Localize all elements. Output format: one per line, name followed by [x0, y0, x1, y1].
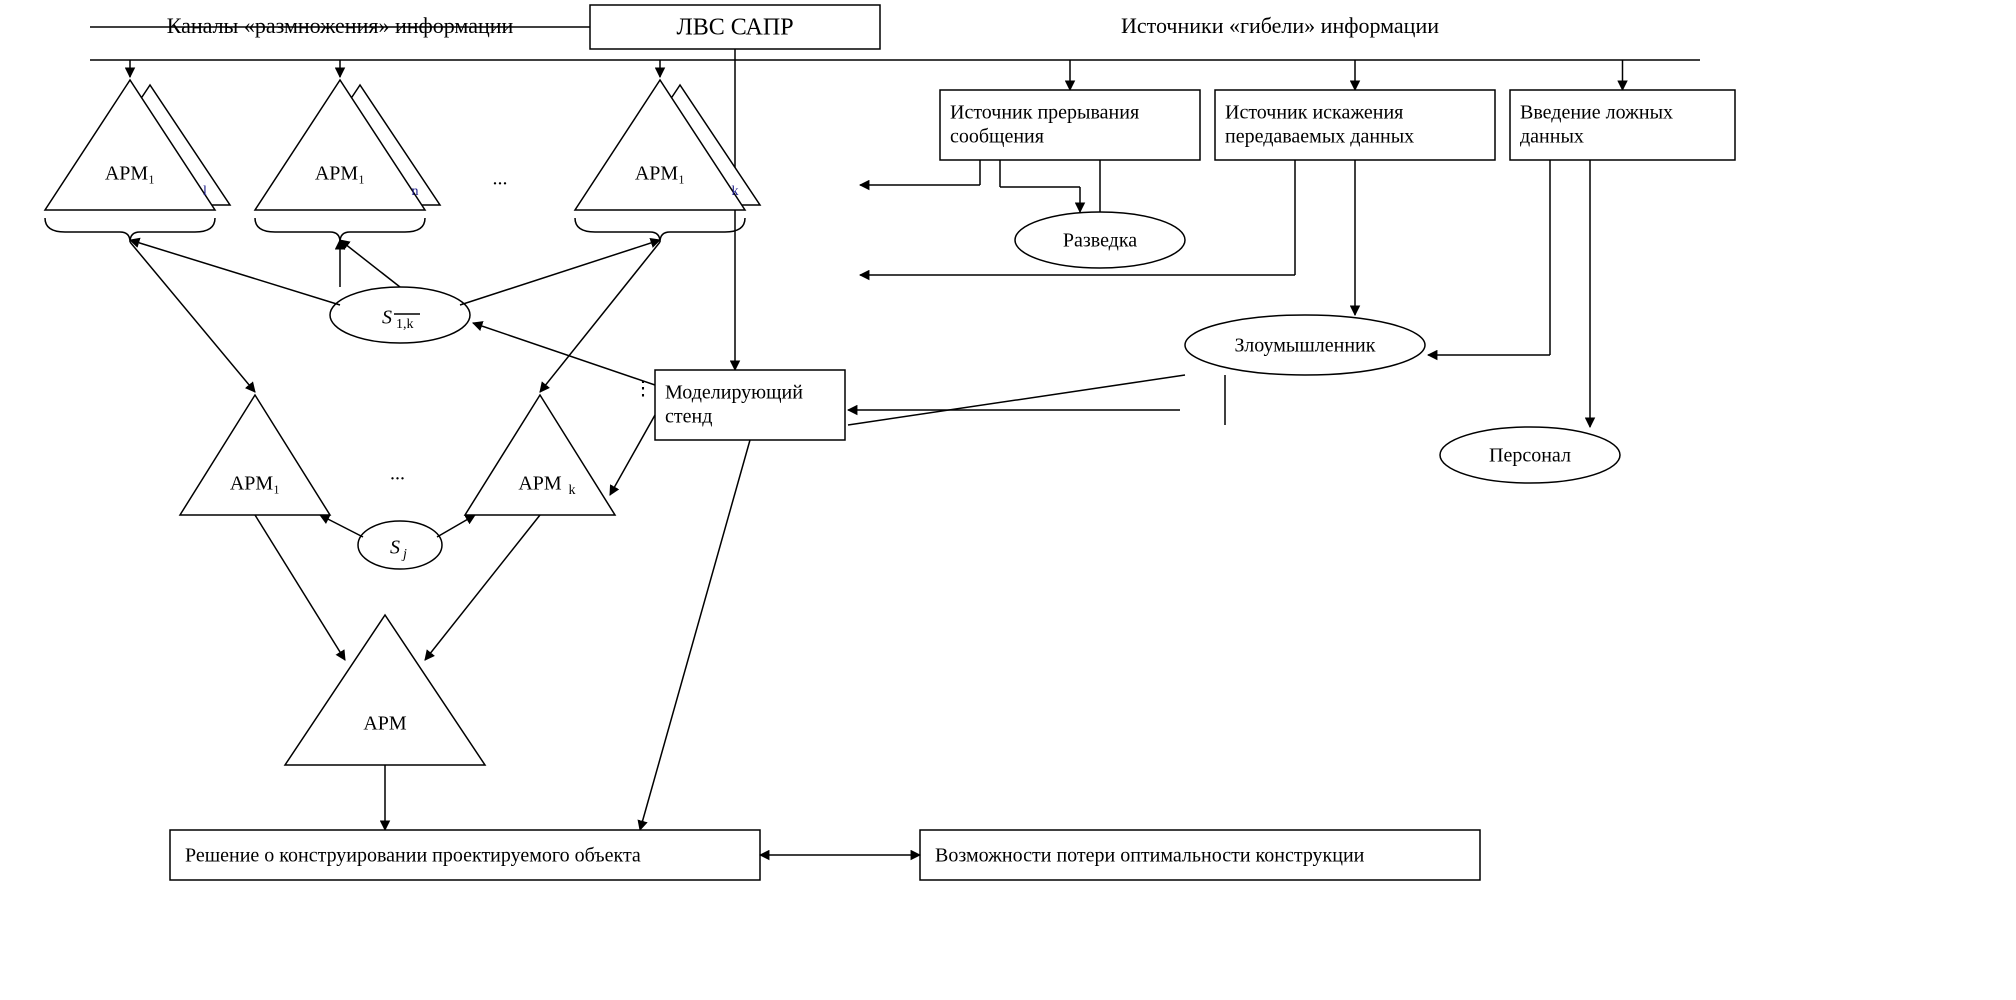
svg-text:АРМ₁: АРМ₁ [315, 163, 365, 185]
svg-text:стенд: стенд [665, 406, 712, 428]
svg-text:Источник искажения: Источник искажения [1225, 102, 1403, 124]
svg-text:АРМ₁: АРМ₁ [230, 473, 280, 495]
svg-text:АРМ: АРМ [518, 473, 562, 495]
svg-text:Персонал: Персонал [1489, 445, 1571, 467]
svg-text:АРМ: АРМ [363, 713, 407, 735]
sj [358, 521, 442, 569]
svg-text:...: ... [493, 168, 508, 190]
svg-text:1,k: 1,k [396, 317, 414, 332]
svg-text:Злоумышленник: Злоумышленник [1235, 335, 1376, 357]
svg-text:Решение о конструировании прое: Решение о конструировании проектируемого… [185, 845, 641, 867]
svg-text:S: S [382, 307, 392, 329]
arm2-1 [465, 395, 615, 515]
svg-text:l: l [203, 184, 207, 199]
arm2-0 [180, 395, 330, 515]
svg-text:k: k [569, 483, 576, 498]
svg-text:передаваемых данных: передаваемых данных [1225, 126, 1414, 148]
s1k [330, 287, 470, 343]
svg-text:Разведка: Разведка [1063, 230, 1137, 252]
svg-text:Источники «гибели» информации: Источники «гибели» информации [1121, 13, 1439, 38]
svg-text:Моделирующий: Моделирующий [665, 382, 803, 404]
svg-text:Источник прерывания: Источник прерывания [950, 102, 1139, 124]
svg-text:Введение ложных: Введение ложных [1520, 102, 1673, 124]
svg-text:АРМ₁: АРМ₁ [105, 163, 155, 185]
svg-text:ЛВС САПР: ЛВС САПР [676, 15, 793, 41]
svg-text:Каналы «размножения» информаци: Каналы «размножения» информации [167, 13, 514, 38]
svg-text:данных: данных [1520, 126, 1584, 148]
svg-text:S: S [390, 537, 400, 559]
svg-text:...: ... [390, 463, 405, 485]
svg-text:АРМ₁: АРМ₁ [635, 163, 685, 185]
svg-text:Возможности потери оптимальнос: Возможности потери оптимальности констру… [935, 845, 1365, 867]
arm-final [285, 615, 485, 765]
svg-text:k: k [732, 184, 739, 199]
svg-text:сообщения: сообщения [950, 126, 1044, 148]
svg-text:n: n [412, 184, 419, 199]
